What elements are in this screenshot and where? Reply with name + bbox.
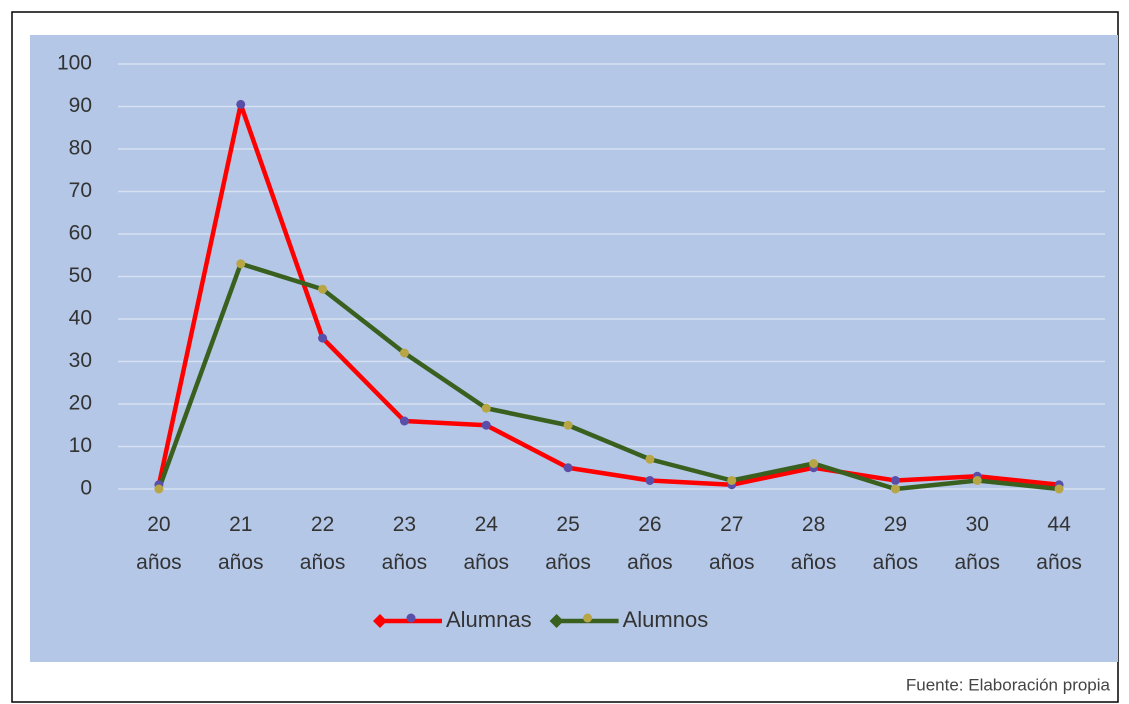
point-marker (563, 463, 573, 473)
point-marker (399, 416, 409, 426)
point-marker (727, 476, 737, 485)
legend-diamond (549, 614, 564, 628)
y-tick-label: 10 (69, 434, 92, 457)
x-tick-label: 22 años (300, 513, 346, 574)
y-tick-label: 0 (80, 477, 92, 500)
point-marker (154, 484, 164, 494)
y-tick-label: 80 (69, 137, 92, 160)
y-tick-label: 90 (69, 94, 92, 117)
series-line (156, 261, 1060, 492)
y-tick-label: 20 (69, 392, 92, 415)
x-tick-label: 27 años (709, 513, 755, 574)
point-marker (236, 259, 246, 269)
y-tick-label: 60 (69, 222, 92, 245)
x-tick-label: 24 años (463, 513, 509, 574)
x-tick-label: 44 años (1036, 513, 1082, 574)
point-marker (318, 333, 328, 343)
series-line (156, 102, 1060, 487)
y-tick-label: 50 (69, 264, 92, 287)
point-marker (809, 459, 819, 468)
point-marker (645, 476, 655, 485)
x-tick-label: 29 años (873, 513, 919, 574)
x-tick-label: 20 años (136, 513, 182, 574)
point-marker (972, 476, 982, 485)
x-tick-label: 26 años (627, 513, 673, 574)
legend-dot (583, 613, 593, 623)
x-tick-label: 30 años (954, 513, 1000, 574)
y-tick-label: 100 (57, 52, 92, 75)
point-marker (481, 420, 491, 430)
point-marker (563, 420, 573, 430)
y-tick-label: 40 (69, 307, 92, 330)
y-tick-label: 30 (69, 349, 92, 372)
x-tick-label: 21 años (218, 513, 264, 574)
legend-item: Alumnos (549, 607, 709, 632)
legend-dot (406, 613, 416, 623)
point-marker (318, 284, 328, 294)
point-marker (645, 454, 655, 464)
legend-label: Alumnas (446, 607, 532, 632)
x-tick-label: 25 años (545, 513, 591, 574)
point-marker (890, 476, 900, 485)
legend-label: Alumnos (623, 607, 709, 632)
legend-item: Alumnas (373, 607, 532, 632)
source-note: Fuente: Elaboración propia (906, 675, 1111, 694)
y-tick-label: 70 (69, 179, 92, 202)
x-tick-label: 28 años (791, 513, 837, 574)
point-marker (1054, 484, 1064, 494)
x-tick-label: 23 años (382, 513, 428, 574)
legend-diamond (373, 614, 387, 628)
point-marker (399, 348, 409, 358)
point-marker (890, 484, 900, 494)
point-marker (236, 99, 246, 109)
point-marker (481, 403, 491, 413)
